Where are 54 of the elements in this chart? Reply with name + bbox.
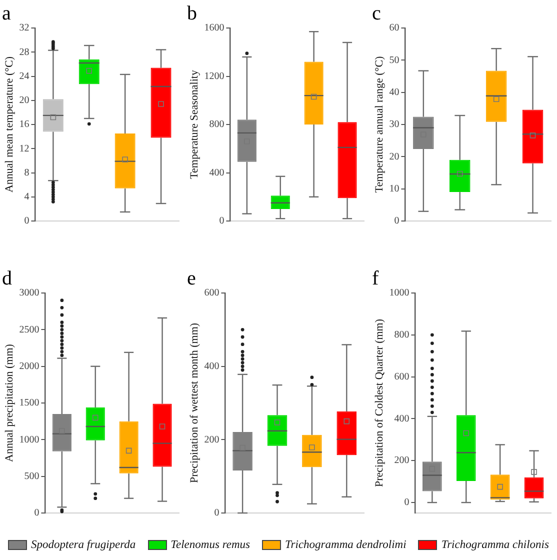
y-axis-title: Precipitation of Coldest Quarter (mm)	[373, 318, 386, 488]
y-tick-label: 3000	[19, 288, 40, 299]
y-tick-label: 20	[19, 95, 30, 106]
y-axis-title: Temperature annual range (°C)	[373, 56, 386, 193]
legend-label: Trichogramma chilonis	[441, 539, 549, 551]
y-tick-label: 28	[19, 46, 30, 58]
y-tick-label: 24	[19, 70, 30, 82]
y-tick-label: 2000	[19, 360, 40, 372]
y-tick-label: 1000	[389, 288, 410, 299]
y-axis-title: Temperature Seasonality	[188, 70, 200, 179]
y-tick-label: 200	[394, 455, 410, 466]
y-axis-title: Annual precipitation (mm)	[3, 344, 16, 462]
chart-title: c	[372, 2, 381, 24]
y-tick-label: 400	[394, 413, 410, 424]
y-tick-label: 10	[389, 183, 400, 194]
y-tick-label: 400	[204, 360, 220, 372]
y-tick-label: 1000	[19, 434, 40, 446]
y-tick-label: 0	[34, 508, 40, 519]
y-axis-title: Precipitation of wettest month (mm)	[188, 322, 200, 484]
chart-title: a	[2, 2, 11, 24]
y-tick-label: 200	[204, 434, 220, 446]
y-tick-label: 8	[24, 167, 30, 178]
y-tick-label: 4	[24, 192, 30, 202]
y-axis-title: Annual mean temperature (°C)	[3, 56, 16, 193]
y-tick-label: 16	[19, 119, 30, 130]
y-tick-label: 0	[219, 216, 224, 227]
y-tick-label: 0	[214, 508, 220, 519]
chart-title: f	[372, 267, 379, 290]
y-tick-label: 20	[389, 151, 400, 162]
y-tick-label: 800	[394, 330, 410, 341]
y-tick-label: 0	[24, 216, 30, 227]
chart-title: b	[187, 2, 197, 24]
legend-label: Spodoptera frugiperda	[31, 539, 136, 551]
y-tick-label: 500	[24, 470, 40, 482]
chart-title: e	[187, 267, 196, 290]
y-tick-label: 50	[389, 54, 400, 66]
legend-label: Telenomus remus	[170, 539, 250, 551]
y-tick-label: 2500	[19, 324, 40, 336]
y-tick-label: 30	[389, 119, 400, 130]
y-tick-label: 1600	[204, 22, 224, 34]
y-tick-label: 1200	[204, 70, 224, 82]
y-tick-label: 800	[209, 119, 224, 130]
y-tick-label: 600	[394, 371, 410, 382]
y-tick-label: 12	[19, 143, 30, 154]
y-tick-label: 400	[209, 167, 224, 178]
y-tick-label: 0	[404, 497, 410, 508]
y-tick-label: 60	[389, 22, 400, 34]
y-tick-label: 1500	[19, 398, 40, 409]
y-tick-label: 40	[389, 86, 400, 98]
chart-title: d	[2, 267, 12, 290]
legend-label: Trichogramma dendrolimi	[285, 539, 406, 551]
y-tick-label: 600	[204, 288, 220, 299]
y-tick-label: 0	[394, 216, 400, 227]
y-tick-label: 32	[19, 22, 30, 34]
